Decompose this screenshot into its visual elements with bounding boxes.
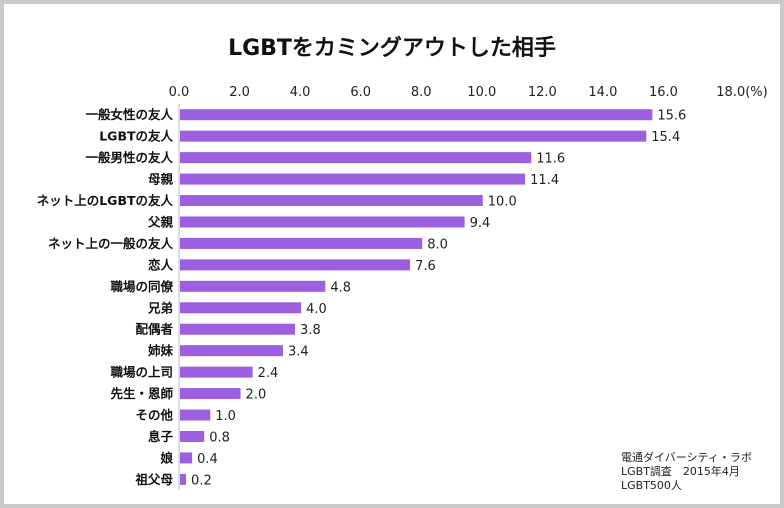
- bar: [180, 345, 283, 357]
- category-label: 一般女性の友人: [85, 107, 173, 122]
- category-label: 息子: [148, 429, 174, 444]
- bar: [180, 216, 465, 228]
- category-label: 母親: [148, 172, 174, 187]
- x-tick-label: 6.0: [350, 85, 371, 100]
- bar: [180, 473, 187, 485]
- bar: [180, 302, 302, 314]
- bar: [180, 388, 241, 400]
- data-label: 0.8: [209, 430, 230, 445]
- category-label: 恋人: [148, 257, 174, 272]
- category-label: 配偶者: [135, 322, 173, 337]
- category-label: 父親: [147, 214, 174, 229]
- category-label: その他: [135, 408, 173, 423]
- source-line: 電通ダイバーシティ・ラボ: [621, 451, 752, 464]
- x-tick-label: 12.0: [528, 85, 557, 100]
- data-label: 11.4: [530, 173, 559, 188]
- category-label: 娘: [160, 450, 173, 465]
- bar: [180, 323, 296, 335]
- bar: [180, 237, 423, 249]
- data-label: 0.4: [197, 452, 218, 467]
- data-label: 2.4: [258, 366, 279, 381]
- category-label: 一般男性の友人: [85, 150, 173, 165]
- x-tick-label: 10.0: [467, 85, 496, 100]
- x-tick-label: 18.0(%): [716, 85, 767, 100]
- category-label: ネット上の一般の友人: [48, 236, 174, 251]
- category-label: 祖父母: [134, 472, 173, 487]
- category-label: 職場の同僚: [110, 279, 173, 294]
- x-tick-label: 8.0: [411, 85, 432, 100]
- bar: [180, 366, 253, 378]
- source-line: LGBT調査 2015年4月: [621, 465, 740, 478]
- bar: [180, 195, 483, 207]
- category-label: 職場の上司: [110, 365, 173, 380]
- data-label: 3.8: [300, 323, 321, 338]
- bar: [180, 259, 411, 271]
- x-tick-label: 0.0: [169, 85, 190, 100]
- data-label: 2.0: [246, 388, 267, 403]
- bar: [180, 430, 205, 442]
- data-label: 1.0: [215, 409, 236, 424]
- data-label: 8.0: [427, 237, 448, 252]
- data-label: 11.6: [536, 152, 565, 167]
- data-label: 10.0: [488, 195, 517, 210]
- category-label: 先生・恩師: [110, 386, 173, 401]
- x-tick-label: 4.0: [290, 85, 311, 100]
- data-label: 0.2: [191, 473, 212, 488]
- category-label: 姉妹: [148, 343, 174, 358]
- chart-title: LGBTをカミングアウトした相手: [228, 36, 556, 61]
- bar: [180, 109, 653, 121]
- category-label: 兄弟: [147, 300, 173, 315]
- bar: [180, 452, 193, 464]
- bar: [180, 173, 526, 185]
- bar: [180, 409, 211, 421]
- bar: [180, 152, 532, 164]
- category-label: LGBTの友人: [99, 129, 173, 144]
- data-label: 4.0: [306, 302, 327, 317]
- x-tick-label: 14.0: [588, 85, 617, 100]
- data-label: 4.8: [330, 280, 351, 295]
- data-label: 3.4: [288, 345, 309, 360]
- data-label: 15.4: [651, 130, 680, 145]
- bar: [180, 280, 326, 292]
- source-note: 電通ダイバーシティ・ラボ LGBT調査 2015年4月 LGBT500人: [621, 451, 752, 493]
- x-tick-label: 16.0: [649, 85, 678, 100]
- category-label: ネット上のLGBTの友人: [37, 193, 174, 208]
- data-label: 9.4: [470, 216, 491, 231]
- data-label: 7.6: [415, 259, 436, 274]
- bar: [180, 130, 647, 142]
- x-tick-label: 2.0: [229, 85, 250, 100]
- data-label: 15.6: [657, 109, 686, 124]
- source-line: LGBT500人: [621, 479, 682, 492]
